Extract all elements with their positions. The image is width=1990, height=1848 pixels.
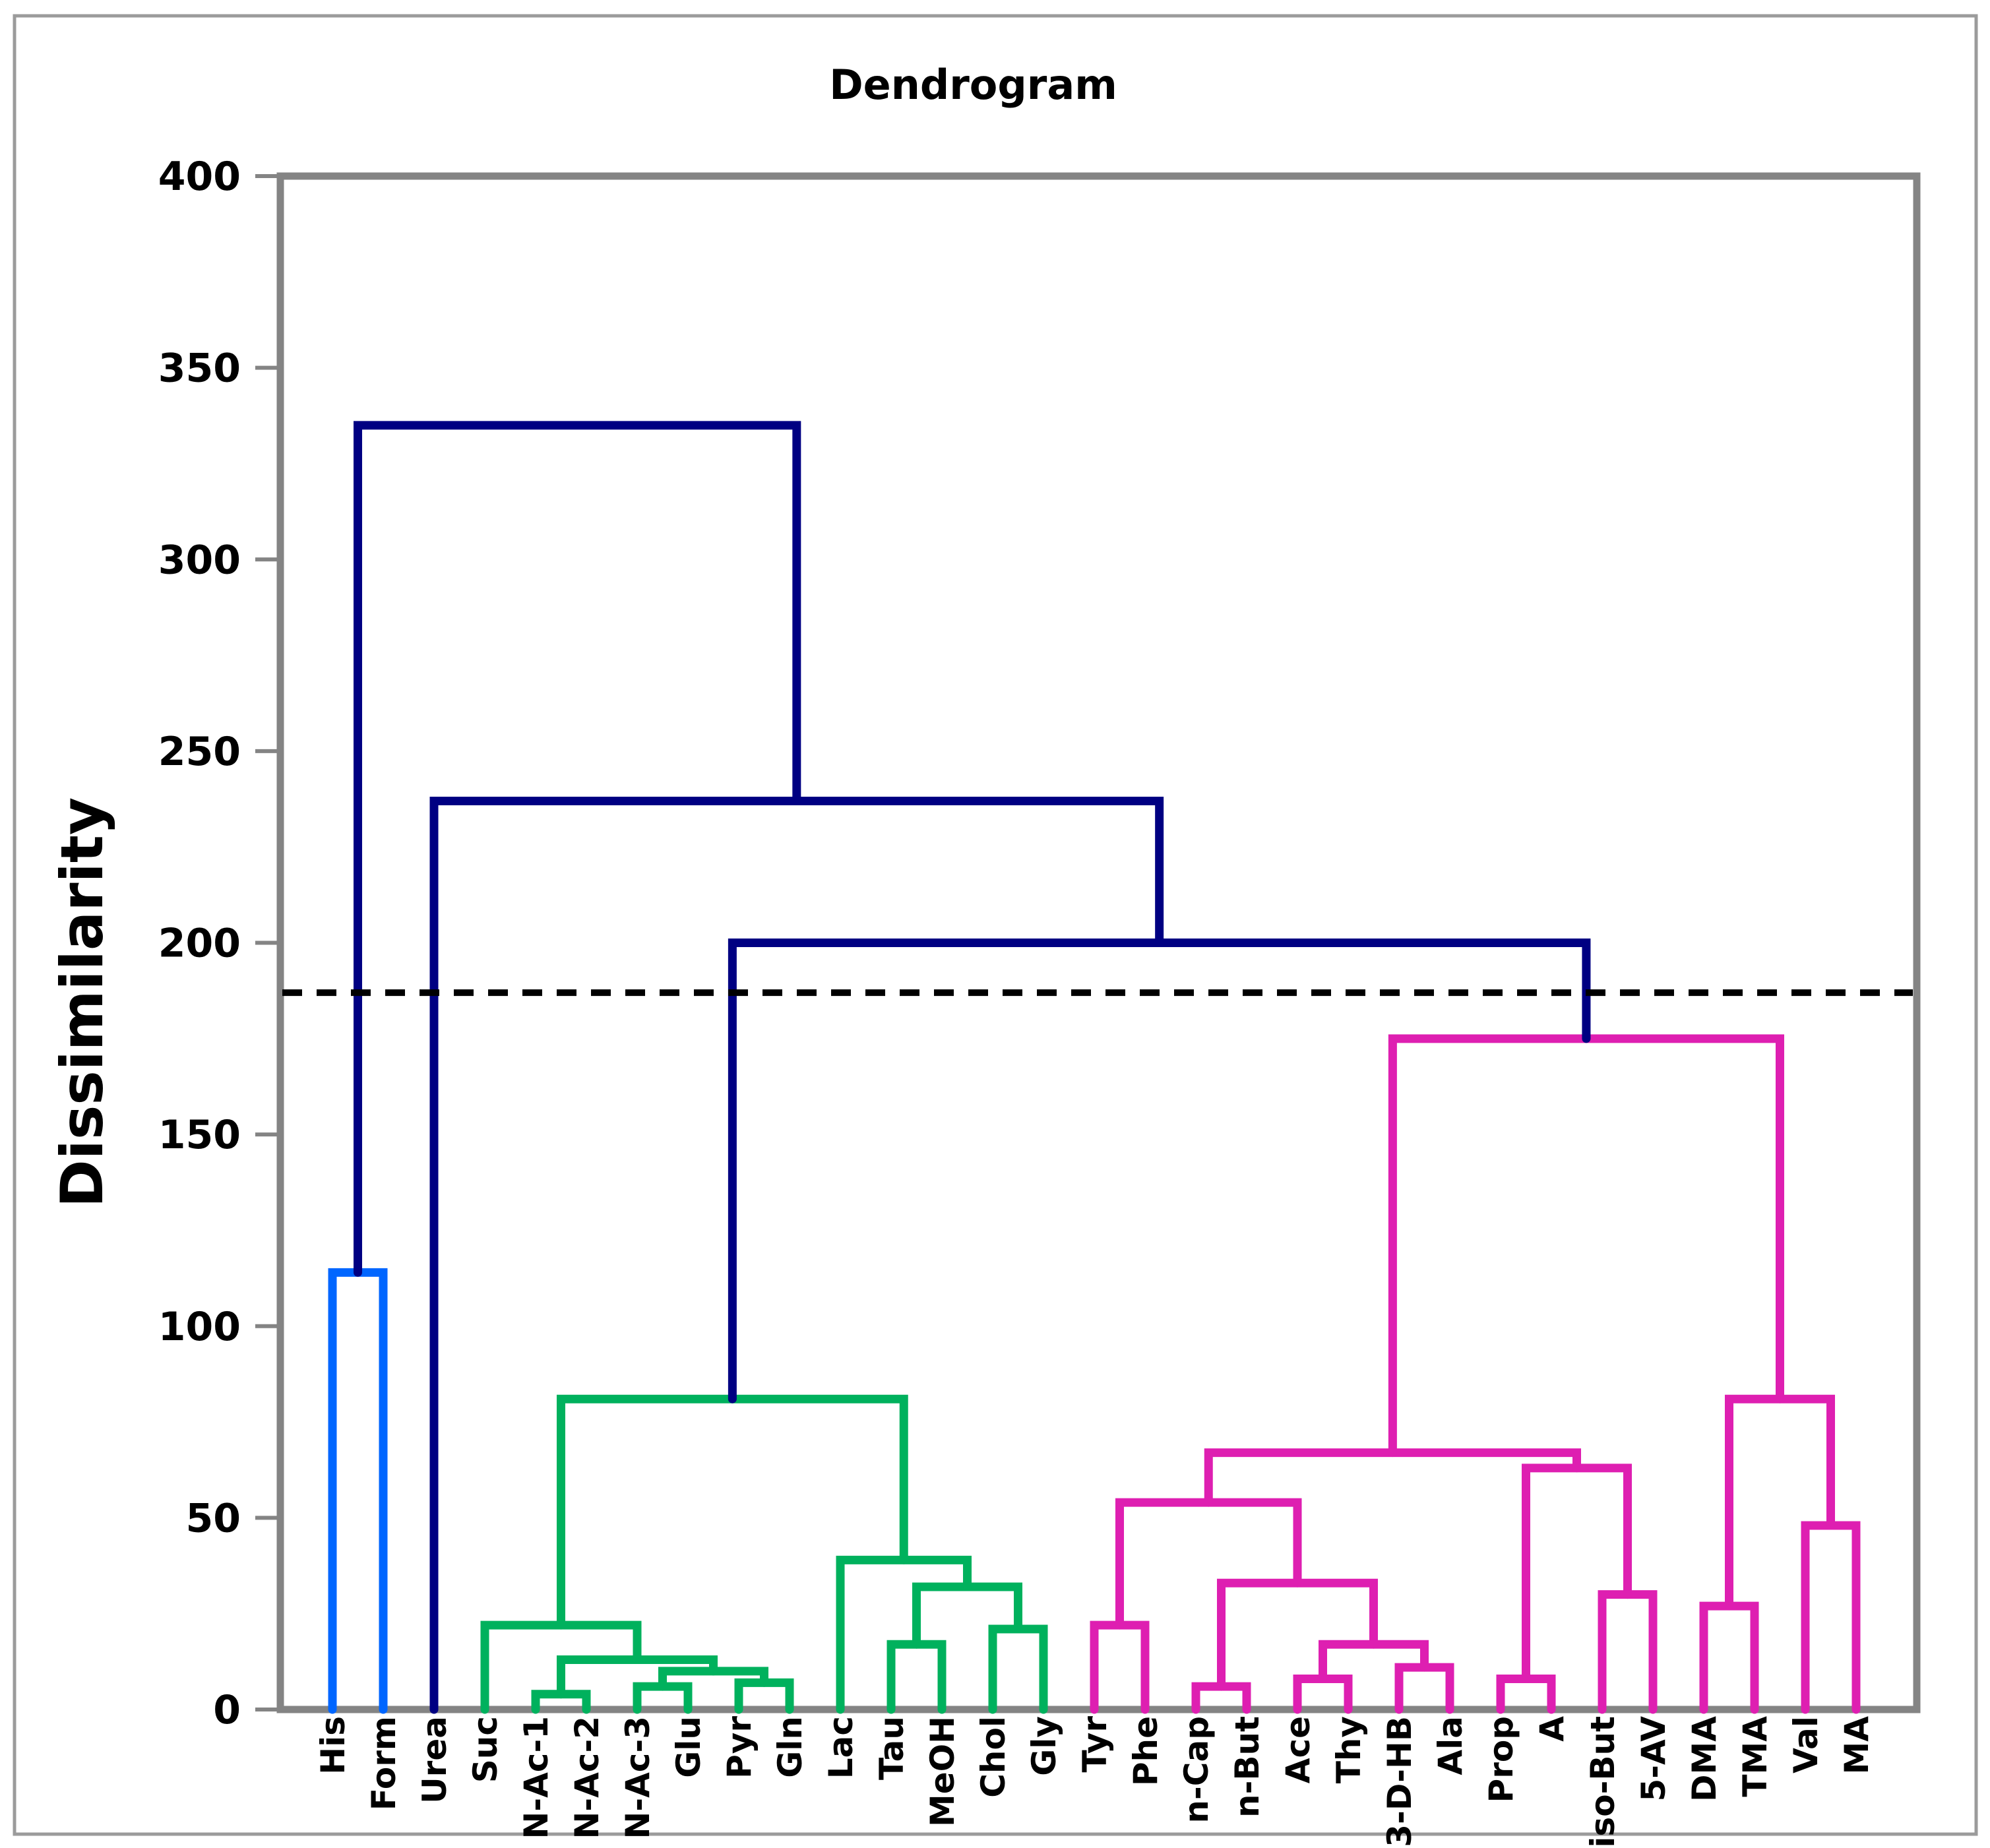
x-label-DMA: DMA [1685,1716,1724,1802]
y-tick-label-250: 250 [158,729,241,775]
link-G7 [886,1640,947,1714]
x-label-iso-But: iso-But [1584,1716,1622,1848]
link-P4 [1394,1663,1454,1714]
x-label-Thy: Thy [1330,1716,1368,1783]
x-label-Gln: Gln [771,1716,809,1778]
link-N2 [429,796,1164,1714]
x-label-Tyr: Tyr [1076,1716,1114,1773]
link-P5 [1319,1640,1429,1683]
link-P10 [1522,1463,1632,1683]
y-tick-label-50: 50 [186,1495,241,1541]
y-tick-label-100: 100 [158,1304,241,1350]
x-label-Tau: Tau [873,1716,911,1780]
x-label-His: His [314,1716,352,1775]
link-P3 [1293,1675,1353,1714]
x-label-MeOH: MeOH [923,1716,962,1827]
x-label-Prop: Prop [1482,1716,1520,1802]
x-label-Lac: Lac [822,1716,860,1779]
link-N3 [354,421,801,1277]
x-label-Glu: Glu [669,1716,708,1778]
link-G8 [988,1624,1048,1714]
link-P12 [1699,1601,1759,1714]
y-tick-label-150: 150 [158,1112,241,1158]
link-P11 [1204,1448,1581,1507]
y-tick-label-200: 200 [158,921,241,967]
y-tick-label-400: 400 [158,154,241,200]
x-label-TMA: TMA [1736,1716,1774,1797]
x-label-Val: Val [1787,1716,1825,1773]
chart-title: Dendrogram [829,61,1117,109]
x-label-n-But: n-But [1228,1716,1266,1818]
link-P9 [1598,1590,1658,1714]
x-label-N-Ac-1: N-Ac-1 [517,1716,555,1839]
x-label-3-D-HB: 3-D-HB [1381,1716,1419,1847]
figure-border [13,14,1978,1836]
x-label-Form: Form [365,1716,403,1810]
link-P8 [1496,1675,1556,1714]
x-label-MA: MA [1838,1716,1876,1775]
y-axis-title: Dissimilarity [48,797,116,1208]
link-P14 [1725,1394,1835,1611]
x-label-N-Ac-3: N-Ac-3 [619,1716,657,1839]
link-P6 [1217,1578,1378,1691]
link-P7 [1115,1498,1302,1630]
y-tick-label-0: 0 [213,1687,241,1733]
link-GR [557,1394,908,1630]
x-label-Ace: Ace [1279,1716,1317,1783]
x-label-Pyr: Pyr [720,1716,759,1779]
x-label-Chol: Chol [974,1716,1012,1798]
link-N1 [728,939,1591,1403]
x-label-Suc: Suc [466,1716,505,1783]
x-label-N-Ac-2: N-Ac-2 [568,1716,606,1839]
link-P13 [1801,1521,1861,1714]
link-G9 [912,1582,1022,1649]
link-PR [1388,1034,1784,1458]
link-B1 [328,1268,388,1714]
x-label-A: A [1533,1716,1571,1742]
x-label-n-Cap: n-Cap [1177,1716,1216,1824]
link-G10 [836,1555,972,1714]
x-label-Urea: Urea [416,1716,454,1804]
link-P1 [1090,1620,1150,1714]
x-label-Phe: Phe [1127,1716,1165,1786]
y-tick-label-350: 350 [158,346,241,392]
x-label-5-AV: 5-AV [1634,1716,1673,1802]
x-label-Ala: Ala [1431,1716,1470,1775]
x-label-Gly: Gly [1025,1716,1063,1776]
y-tick-label-300: 300 [158,537,241,583]
